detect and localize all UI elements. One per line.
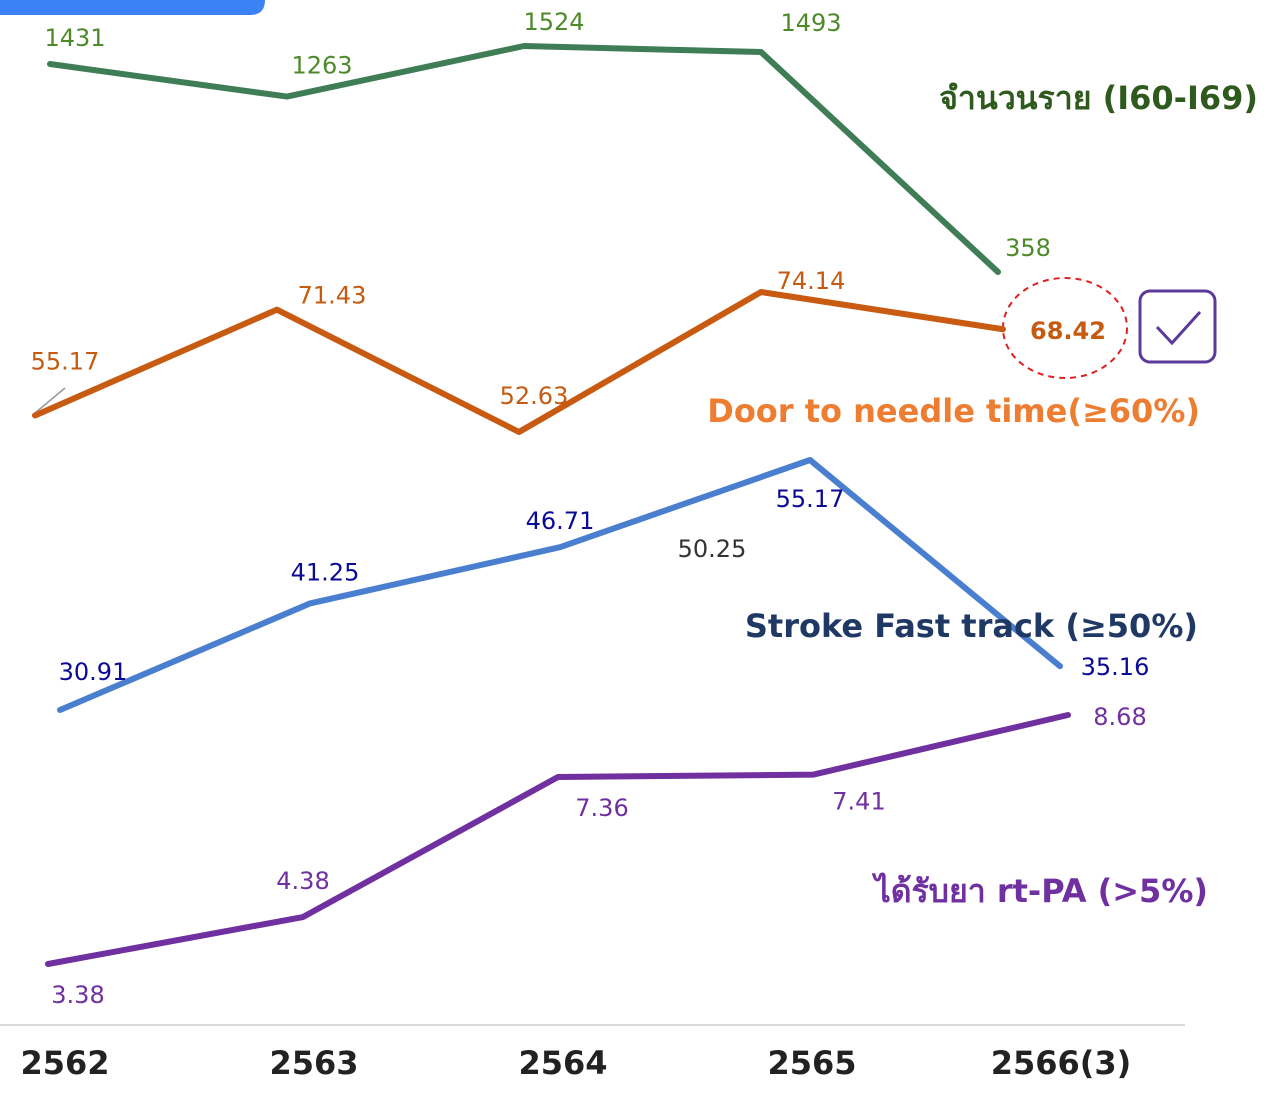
data-label: 30.91 (59, 658, 128, 686)
data-label: 55.17 (31, 347, 100, 375)
data-label: 68.42 (1030, 317, 1106, 345)
data-label: 41.25 (291, 558, 360, 586)
data-label: 74.14 (777, 267, 846, 295)
header-tab (0, 0, 265, 15)
series-line (57, 457, 1063, 713)
data-label: 1431 (44, 24, 105, 52)
data-label: 46.71 (526, 507, 595, 535)
x-tick-label: 2565 (767, 1044, 856, 1082)
data-label: 35.16 (1081, 653, 1150, 681)
legend-label: Door to needle time(≥60%) (707, 392, 1200, 430)
series-line (45, 712, 1071, 967)
data-label: 3.38 (51, 981, 104, 1009)
data-label: 358 (1005, 234, 1051, 262)
check-mark (1155, 310, 1202, 346)
check-box (1138, 289, 1217, 364)
annotation: 50.25 (678, 535, 747, 563)
legend-label: จำนวนราย (I60-I69) (939, 79, 1258, 117)
legend-label: Stroke Fast track (≥50%) (745, 607, 1198, 645)
series-line (32, 289, 1006, 435)
x-tick-label: 2562 (20, 1044, 109, 1082)
data-label: 55.17 (776, 485, 845, 513)
leader-line (34, 387, 66, 414)
data-label: 71.43 (298, 282, 367, 310)
x-tick-label: 2564 (518, 1044, 607, 1082)
data-label: 7.41 (832, 788, 885, 816)
data-label: 52.63 (500, 382, 569, 410)
x-tick-label: 2566(3) (991, 1044, 1132, 1082)
data-label: 1524 (523, 8, 584, 36)
data-label: 1493 (780, 9, 841, 37)
data-label: 7.36 (575, 794, 628, 822)
legend-label: ได้รับยา rt-PA (>5%) (872, 872, 1208, 910)
data-label: 4.38 (276, 867, 329, 895)
x-tick-label: 2563 (269, 1044, 358, 1082)
data-label: 8.68 (1093, 703, 1146, 731)
data-label: 1263 (291, 52, 352, 80)
series-line (47, 43, 1001, 275)
